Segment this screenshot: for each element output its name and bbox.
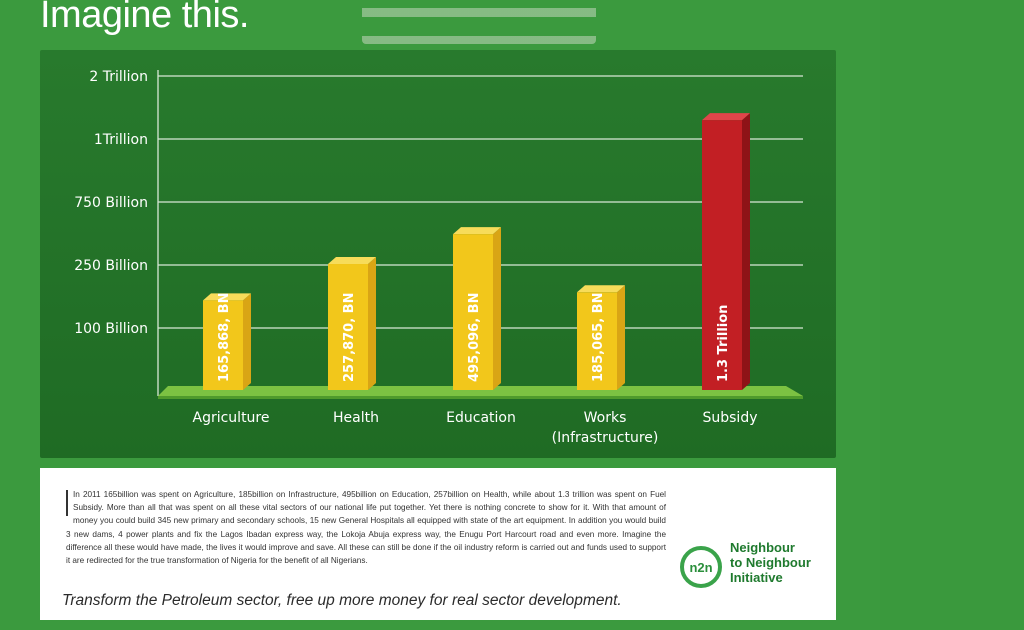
drop-cap-bar (66, 490, 68, 516)
bar-4 (702, 120, 742, 390)
bar-chart: 2 Trillion 1Trillion 750 Billion 250 Billio… (74, 69, 803, 446)
x-category-label: Works (584, 410, 627, 426)
info-paragraph: In 2011 165billion was spent on Agricult… (66, 488, 666, 567)
tagline: Transform the Petroleum sector, free up … (62, 592, 622, 609)
bar-side-4 (742, 113, 750, 390)
x-category-label: (Infrastructure) (552, 430, 659, 446)
right-background-strip (880, 0, 1024, 630)
bar-top-3 (577, 285, 625, 293)
bar-value-label: 185,065, BN (591, 293, 606, 382)
x-category-label: Health (333, 410, 379, 426)
logo-line-2: to Neighbour (730, 555, 811, 570)
y-tick-label: 250 Billion (74, 258, 148, 274)
logo-line-1: Neighbour (730, 540, 795, 555)
bar-side-1 (368, 257, 376, 390)
bar-side-0 (243, 293, 251, 390)
y-tick-label: 100 Billion (74, 321, 148, 337)
bar-side-3 (617, 285, 625, 390)
chart-floor-edge (158, 396, 803, 399)
bar-top-0 (203, 293, 251, 301)
bar-1 (328, 264, 368, 390)
x-category-label: Subsidy (702, 410, 757, 426)
chart-floor (158, 386, 803, 396)
bar-value-label: 165,868, BN (217, 293, 232, 382)
y-tick-label: 2 Trillion (89, 69, 148, 85)
chart-panel: 2 Trillion 1Trillion 750 Billion 250 Billio… (40, 50, 836, 458)
logo-mark: n2n (689, 559, 713, 575)
y-tick-label: 750 Billion (74, 195, 148, 211)
bar-0 (203, 300, 243, 390)
top-decorative-bar (362, 4, 596, 44)
y-tick-label: 1Trillion (94, 132, 148, 148)
bar-value-label: 257,870, BN (342, 293, 357, 382)
bar-top-1 (328, 257, 376, 265)
x-category-label: Education (446, 410, 516, 426)
bar-top-2 (453, 227, 501, 235)
logo-text: Neighbour to Neighbour Initiative (730, 540, 830, 585)
bar-top-4 (702, 113, 750, 121)
n2n-logo-circle-icon: n2n (680, 546, 722, 588)
bar-3 (577, 292, 617, 390)
info-box: In 2011 165billion was spent on Agricult… (40, 468, 836, 620)
logo-line-3: Initiative (730, 570, 783, 585)
info-paragraph-text: In 2011 165billion was spent on Agricult… (66, 490, 666, 566)
bar-value-label: 1.3 Trillion (716, 305, 731, 382)
x-category-label: Agriculture (193, 410, 270, 426)
headline: Imagine this. (40, 0, 249, 36)
n2n-logo: n2n Neighbour to Neighbour Initiative (680, 540, 830, 602)
bar-side-2 (493, 227, 501, 390)
bar-2 (453, 234, 493, 390)
bar-value-label: 495,096, BN (467, 293, 482, 382)
